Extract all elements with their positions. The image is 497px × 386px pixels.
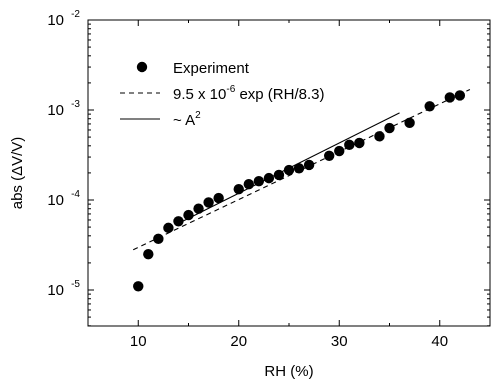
data-point [303, 159, 315, 171]
data-point [183, 209, 194, 221]
y-tick-exponent: -4 [71, 189, 80, 200]
data-point [293, 163, 305, 174]
x-tick-label: 10 [130, 333, 147, 350]
data-point [153, 233, 164, 245]
ticks: 10 20 30 40 10 -5 10 -4 10 -3 10 -2 [47, 9, 491, 350]
x-tick-label: 30 [331, 333, 348, 350]
legend-label-exp-fit: 9.5 x 10-6 exp (RH/8.3) [173, 84, 324, 103]
y-tick-label: 10 [47, 12, 64, 29]
x-axis-label: RH (%) [264, 363, 313, 380]
series [132, 88, 471, 292]
data-point [133, 281, 144, 292]
data-point [203, 197, 214, 208]
legend-fit-exponent: -6 [226, 84, 235, 95]
data-point [283, 164, 295, 176]
data-point [424, 101, 435, 112]
legend-power-exponent: 2 [195, 110, 201, 121]
y-tick-label: 10 [47, 192, 64, 209]
data-point [454, 90, 466, 101]
data-point [374, 131, 385, 142]
x-tick-label: 20 [230, 333, 247, 350]
y-tick-exponent: -2 [71, 9, 80, 20]
power-law-line [178, 112, 400, 224]
exp-fit-line [132, 88, 471, 251]
data-point [193, 203, 204, 214]
data-point [143, 248, 154, 260]
legend: Experiment 9.5 x 10-6 exp (RH/8.3) ~ A2 [120, 60, 324, 129]
data-point [213, 192, 224, 204]
y-tick-exponent: -5 [71, 279, 80, 290]
data-point [354, 137, 365, 149]
legend-fit-suffix: exp (RH/8.3) [235, 86, 324, 103]
data-point [444, 92, 455, 103]
data-point [253, 175, 265, 187]
y-tick-label: 10 [47, 282, 64, 299]
y-axis-label: abs (ΔV/V) [9, 137, 26, 210]
legend-label-power: ~ A2 [173, 110, 201, 129]
data-point [173, 216, 184, 227]
data-point [334, 145, 345, 157]
legend-label-experiment: Experiment [173, 60, 250, 77]
y-tick-label: 10 [47, 102, 64, 119]
legend-marker-experiment [136, 61, 148, 73]
data-point [404, 117, 415, 129]
y-tick-exponent: -3 [71, 99, 80, 110]
data-point [163, 222, 174, 234]
x-tick-label: 40 [431, 333, 448, 350]
data-point [324, 150, 335, 161]
data-point [344, 139, 355, 151]
